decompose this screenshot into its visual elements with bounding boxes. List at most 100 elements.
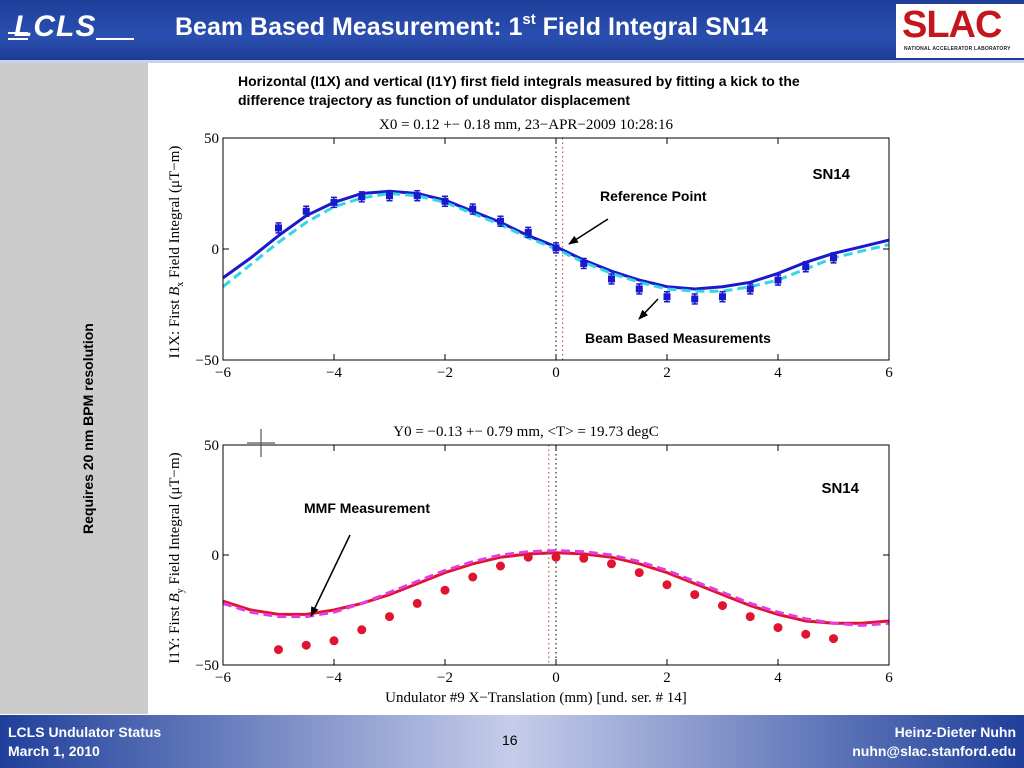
data-point [496, 561, 505, 571]
y-axis-label: I1X: First Bx Field Integral (μT−m) [167, 146, 186, 359]
x-tick-label: 6 [885, 670, 893, 686]
x-tick-label: 4 [774, 365, 782, 381]
annotation-label: Beam Based Measurements [585, 330, 771, 346]
data-point [386, 192, 393, 200]
y-tick-label: 0 [212, 548, 220, 564]
logo-stripe [8, 38, 28, 40]
data-point [719, 293, 726, 301]
data-point [745, 612, 755, 622]
data-point [690, 590, 700, 600]
annotation-arrow [568, 218, 609, 245]
data-point [523, 552, 533, 562]
chart-i1y: −6 −4 −2 0 2 4 6 50 0 −50 Y0 = −0.13 +− 0.79 mm, <… [167, 424, 893, 706]
y-axis-label-sub: y [175, 588, 186, 593]
data-point [440, 585, 450, 595]
side-note: Requires 20 nm BPM resolution [80, 323, 96, 534]
data-point [357, 625, 367, 635]
data-point [829, 634, 838, 644]
page-number: 16 [502, 732, 518, 748]
data-point [579, 553, 589, 563]
data-point [301, 640, 311, 650]
title-tail: Field Integral SN14 [535, 13, 768, 41]
x-tick-label: 2 [663, 670, 671, 686]
data-point [663, 293, 671, 301]
data-point [662, 580, 672, 590]
y-axis-label-prefix: I1X: First [167, 296, 183, 359]
x-tick-label: 6 [885, 365, 893, 381]
data-point [385, 612, 394, 622]
data-point [469, 205, 477, 213]
y-tick-label: −50 [196, 658, 219, 674]
footer-email: nuhn@slac.stanford.edu [852, 743, 1016, 759]
annotation-label: SN14 [821, 480, 859, 497]
x-tick-label: −4 [326, 670, 342, 686]
title-superscript: st [522, 11, 536, 28]
annotation-label: MMF Measurement [304, 500, 430, 516]
chart-svg: −6 −4 −2 0 2 4 6 50 0 −50 X0 = 0.12 +− 0.18 mm, 23… [167, 117, 893, 706]
footer-presentation-title: LCLS Undulator Status [8, 724, 162, 740]
header-divider [0, 60, 1024, 63]
data-point [468, 572, 478, 582]
y-tick-label: −50 [196, 353, 219, 369]
data-point [524, 228, 532, 236]
data-point [275, 224, 282, 232]
x-tick-label: −4 [326, 365, 342, 381]
title-bar: LCLS Beam Based Measurement: 1st Field I… [0, 0, 1024, 62]
data-point [497, 217, 504, 225]
slac-logo: SLAC NATIONAL ACCELERATOR LABORATORY [896, 4, 1024, 58]
annotation-label: SN14 [812, 166, 850, 183]
data-point [330, 198, 338, 206]
logo-stripe [8, 32, 28, 34]
data-point [830, 254, 837, 262]
data-point [802, 263, 810, 271]
logo-stripe [96, 38, 134, 40]
data-point [635, 285, 643, 293]
y-tick-label: 0 [212, 242, 220, 258]
title-main: Beam Based Measurement: 1 [175, 13, 523, 41]
slide-title: Beam Based Measurement: 1st Field Integr… [175, 11, 768, 42]
footer-date: March 1, 2010 [8, 743, 100, 759]
data-point [607, 559, 616, 569]
lcls-logo-text: LCLS [14, 10, 97, 43]
y-axis-label-var: B [167, 593, 183, 602]
left-sidebar [0, 63, 148, 714]
figure-panel: −6 −4 −2 0 2 4 6 50 0 −50 X0 = 0.12 +− 0.18 mm, 23… [157, 113, 900, 711]
data-point [441, 197, 449, 205]
slac-logo-text: SLAC [902, 4, 1002, 46]
lcls-logo: LCLS [8, 10, 138, 50]
footer-bar: LCLS Undulator Status March 1, 2010 16 H… [0, 715, 1024, 768]
data-point [774, 276, 782, 284]
x-tick-label: 2 [663, 365, 671, 381]
data-point [552, 244, 560, 252]
x-tick-label: 0 [552, 365, 560, 381]
annotation-arrow [638, 298, 659, 320]
data-point [551, 552, 561, 562]
data-point [329, 636, 339, 646]
data-point [274, 645, 283, 655]
y-axis-label-sub: x [175, 282, 186, 287]
plot-area [223, 189, 889, 305]
data-point [413, 192, 421, 200]
data-point [358, 193, 366, 201]
x-tick-label: −6 [215, 365, 231, 381]
y-axis-label-prefix: I1Y: First [167, 603, 183, 664]
x-tick-label: 4 [774, 670, 782, 686]
data-point [634, 568, 644, 578]
data-point [773, 623, 783, 633]
slac-logo-subtitle: NATIONAL ACCELERATOR LABORATORY [904, 46, 1011, 52]
y-axis-label: I1Y: First By Field Integral (μT−m) [167, 452, 186, 663]
chart-title: X0 = 0.12 +− 0.18 mm, 23−APR−2009 10:28:… [379, 117, 673, 133]
plot-area [223, 549, 889, 655]
annotation-label: Reference Point [600, 188, 707, 204]
data-point [608, 275, 615, 283]
y-tick-label: 50 [204, 438, 219, 454]
data-point [746, 285, 754, 293]
data-point [801, 629, 811, 639]
chart-i1x: −6 −4 −2 0 2 4 6 50 0 −50 X0 = 0.12 +− 0.18 mm, 23… [167, 117, 893, 381]
y-axis-label-suffix: Field Integral (μT−m) [167, 146, 183, 282]
data-point [580, 259, 588, 267]
x-tick-label: −6 [215, 670, 231, 686]
x-tick-label: −2 [437, 365, 453, 381]
footer-author: Heinz-Dieter Nuhn [894, 724, 1016, 740]
x-tick-label: 0 [552, 670, 560, 686]
